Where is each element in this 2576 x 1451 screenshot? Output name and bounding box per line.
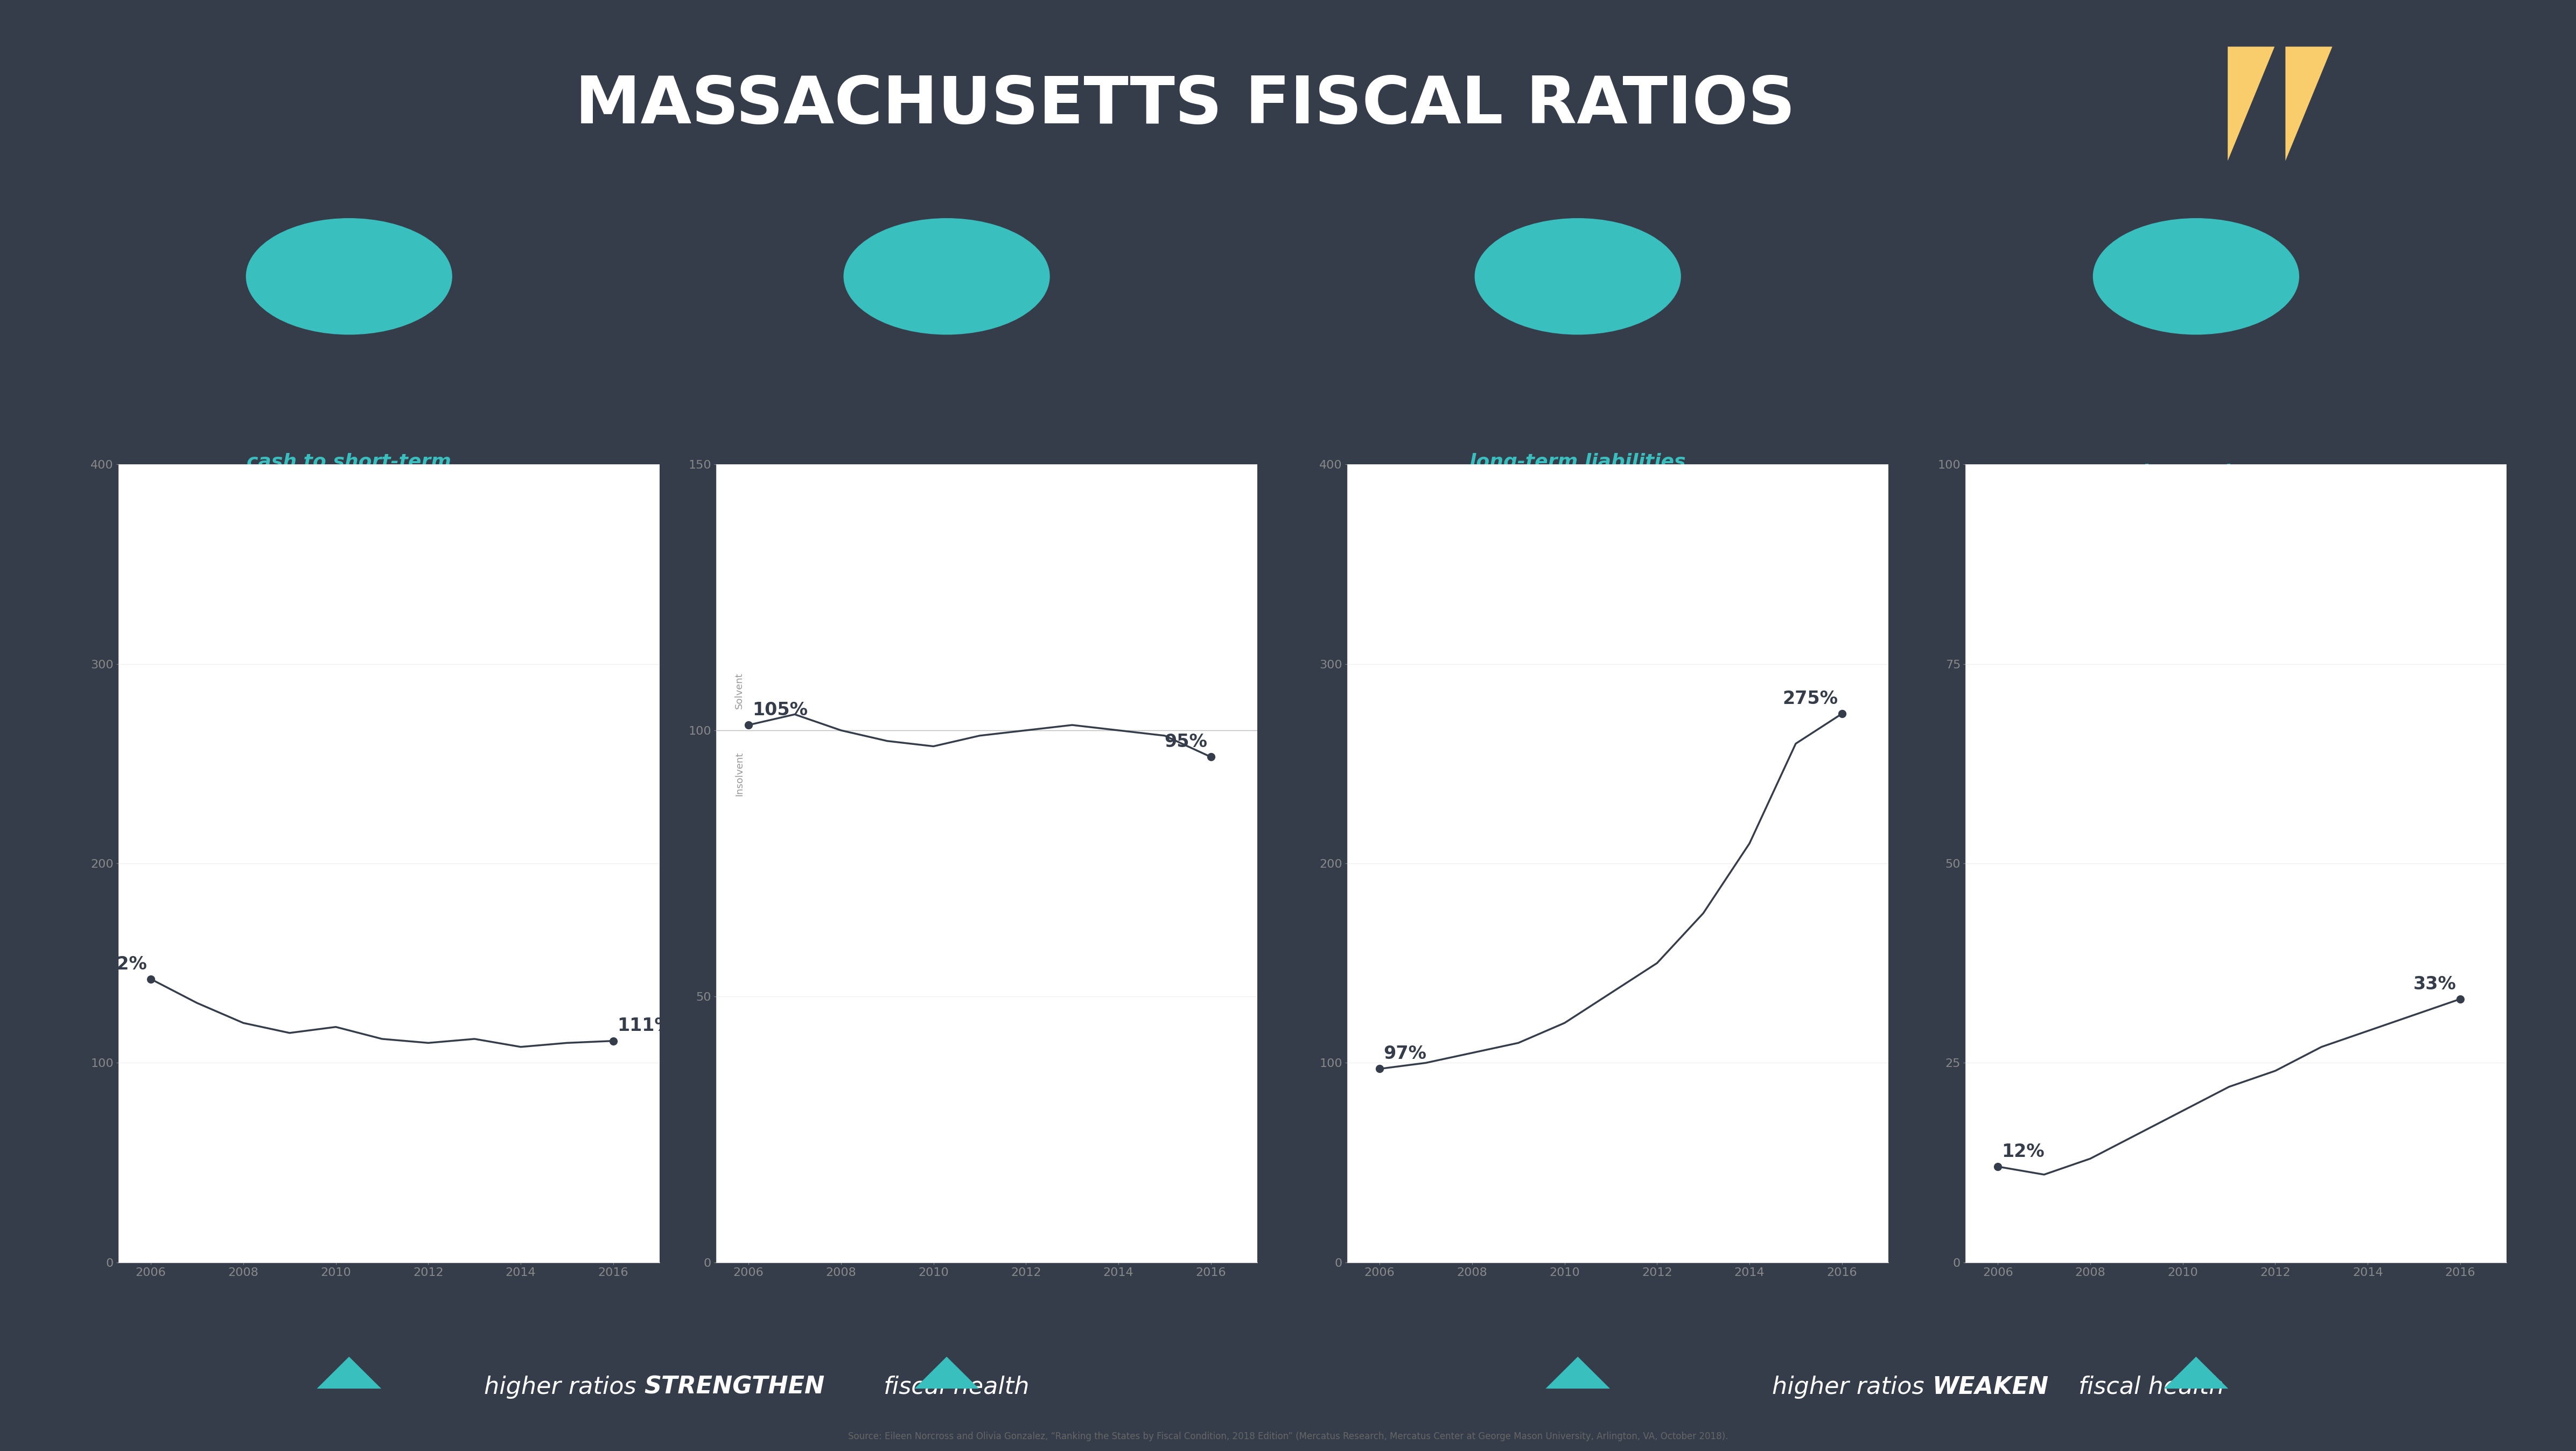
Text: WEAKEN: WEAKEN: [1932, 1376, 2048, 1399]
Text: 2018 EDITION: 2018 EDITION: [59, 62, 314, 94]
Polygon shape: [914, 1357, 979, 1389]
Polygon shape: [2228, 46, 2275, 161]
Circle shape: [2094, 219, 2298, 334]
Text: 97%: 97%: [1383, 1045, 1427, 1064]
Text: 95%: 95%: [1164, 733, 1208, 752]
Circle shape: [1476, 219, 1680, 334]
Text: Solvent: Solvent: [734, 673, 744, 710]
Polygon shape: [2285, 46, 2331, 161]
Circle shape: [845, 219, 1048, 334]
Text: cash to short-term
liabilities: cash to short-term liabilities: [247, 453, 451, 492]
Text: 105%: 105%: [752, 701, 809, 720]
Text: revenues to expenses: revenues to expenses: [827, 463, 1066, 482]
Text: FISCAL YEARS 2006-2016: FISCAL YEARS 2006-2016: [90, 133, 283, 148]
Text: LONG RUN: LONG RUN: [1535, 383, 1620, 398]
Text: STRENGTHEN: STRENGTHEN: [644, 1376, 824, 1399]
Text: long-term liabilities
to total assets: long-term liabilities to total assets: [1471, 453, 1685, 492]
Text: fiscal health: fiscal health: [876, 1376, 1028, 1399]
Text: higher ratios: higher ratios: [1772, 1376, 1932, 1399]
Polygon shape: [1546, 1357, 1610, 1389]
Polygon shape: [317, 1357, 381, 1389]
Polygon shape: [2164, 1357, 2228, 1389]
Text: pensions to income: pensions to income: [2089, 463, 2303, 482]
Text: TRUST FUND: TRUST FUND: [2143, 383, 2249, 398]
Text: MASSACHUSETTS FISCAL RATIOS: MASSACHUSETTS FISCAL RATIOS: [574, 74, 1795, 136]
Text: Source: Eileen Norcross and Olivia Gonzalez, “Ranking the States by Fiscal Condi: Source: Eileen Norcross and Olivia Gonza…: [848, 1432, 1728, 1441]
Text: fiscal health: fiscal health: [2071, 1376, 2223, 1399]
Text: 275%: 275%: [1783, 691, 1839, 708]
Text: 33%: 33%: [2414, 975, 2458, 992]
Text: Insolvent: Insolvent: [734, 752, 744, 797]
Text: 142%: 142%: [93, 955, 147, 974]
Circle shape: [247, 219, 451, 334]
Text: CASH: CASH: [327, 383, 371, 398]
Text: George Mason University: George Mason University: [2352, 131, 2473, 141]
Text: BUDGET: BUDGET: [912, 383, 981, 398]
Text: MERCATUS CENTER: MERCATUS CENTER: [2347, 75, 2476, 86]
Text: 111%: 111%: [618, 1017, 672, 1035]
Text: 12%: 12%: [2002, 1143, 2045, 1161]
Text: higher ratios: higher ratios: [484, 1376, 644, 1399]
